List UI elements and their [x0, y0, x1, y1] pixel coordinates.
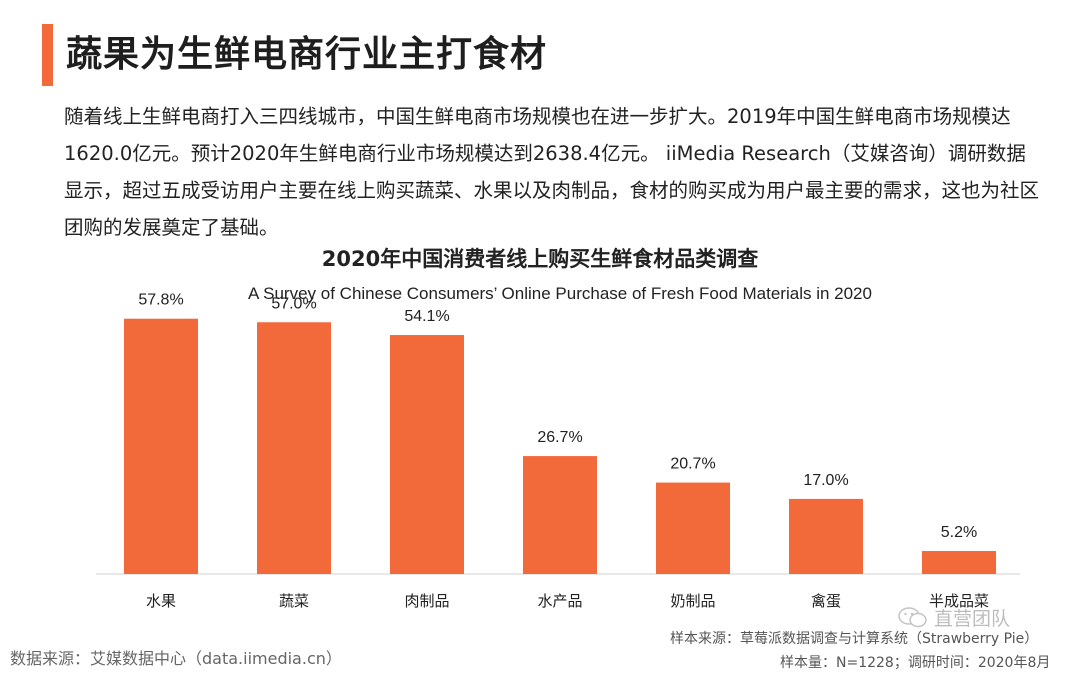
watermark-text: 直营团队	[934, 608, 1011, 630]
data-label: 57.8%	[138, 292, 183, 309]
category-label: 蔬菜	[279, 592, 309, 610]
bar	[656, 482, 730, 574]
category-label: 半成品菜	[929, 592, 989, 610]
bar	[390, 335, 464, 574]
data-label: 57.0%	[271, 295, 316, 312]
page-title: 蔬果为生鲜电商行业主打食材	[66, 34, 548, 75]
category-label: 肉制品	[404, 592, 449, 610]
intro-paragraph: 随着线上生鲜电商打入三四线城市，中国生鲜电商市场规模也在进一步扩大。2019年中…	[64, 105, 1040, 239]
chart-subtitle: A Survey of Chinese Consumers’ Online Pu…	[248, 284, 872, 303]
chart-title: 2020年中国消费者线上购买生鲜食材品类调查	[321, 247, 759, 271]
watermark: 直营团队	[898, 604, 1010, 631]
category-label: 奶制品	[670, 592, 715, 610]
category-label: 水果	[146, 592, 176, 610]
data-label: 54.1%	[404, 308, 449, 325]
bar	[789, 498, 863, 574]
category-label: 禽蛋	[811, 592, 841, 610]
data-label: 5.2%	[941, 524, 977, 541]
data-label: 26.7%	[537, 429, 582, 446]
bar	[257, 322, 331, 574]
data-label: 20.7%	[670, 456, 715, 473]
bar	[523, 456, 597, 574]
wechat-icon	[898, 606, 927, 627]
bar	[124, 318, 198, 574]
data-source: 数据来源：艾媒数据中心（data.iimedia.cn）	[10, 649, 342, 668]
bar	[922, 551, 996, 574]
category-label: 水产品	[537, 592, 582, 610]
sample-size: 样本量：N=1228；调研时间：2020年8月	[780, 655, 1051, 671]
sample-source: 样本来源：草莓派数据调查与计算系统（Strawberry Pie）	[670, 631, 1039, 647]
data-label: 17.0%	[803, 472, 848, 489]
title-accent-bar	[42, 24, 53, 86]
